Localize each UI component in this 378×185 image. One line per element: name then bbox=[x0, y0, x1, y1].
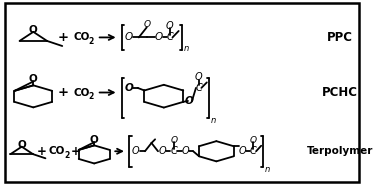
Text: 2: 2 bbox=[89, 92, 94, 101]
Text: PCHC: PCHC bbox=[322, 86, 358, 99]
Text: PPC: PPC bbox=[327, 31, 353, 44]
Text: CO: CO bbox=[73, 32, 90, 42]
Text: O: O bbox=[181, 146, 189, 156]
Text: O: O bbox=[195, 73, 203, 83]
Text: O: O bbox=[249, 136, 257, 145]
Text: O: O bbox=[132, 146, 140, 156]
Text: O: O bbox=[29, 25, 38, 35]
Text: O: O bbox=[239, 146, 246, 156]
Text: C: C bbox=[250, 146, 257, 156]
Text: +: + bbox=[36, 145, 46, 158]
Text: O: O bbox=[166, 21, 174, 31]
Text: C: C bbox=[195, 83, 202, 93]
Text: 2: 2 bbox=[64, 151, 69, 160]
Text: 2: 2 bbox=[89, 37, 94, 46]
Text: O: O bbox=[155, 32, 163, 42]
Text: O: O bbox=[17, 140, 26, 150]
Text: n: n bbox=[211, 117, 216, 125]
Text: n: n bbox=[265, 165, 270, 174]
Text: +: + bbox=[57, 86, 68, 99]
Text: C: C bbox=[171, 146, 178, 156]
Text: +: + bbox=[71, 145, 81, 158]
Text: +: + bbox=[57, 31, 68, 44]
Text: CO: CO bbox=[73, 88, 90, 97]
Text: O: O bbox=[29, 73, 38, 83]
Text: O: O bbox=[158, 146, 166, 156]
Text: CO: CO bbox=[49, 146, 65, 156]
Text: O: O bbox=[171, 136, 178, 145]
Text: O: O bbox=[90, 135, 99, 145]
Text: n: n bbox=[184, 43, 189, 53]
Text: Terpolymer: Terpolymer bbox=[307, 146, 373, 156]
Text: O: O bbox=[143, 20, 150, 29]
Text: O: O bbox=[124, 83, 133, 93]
Text: O: O bbox=[185, 96, 194, 106]
Text: O: O bbox=[125, 32, 133, 42]
Text: C: C bbox=[166, 32, 173, 42]
